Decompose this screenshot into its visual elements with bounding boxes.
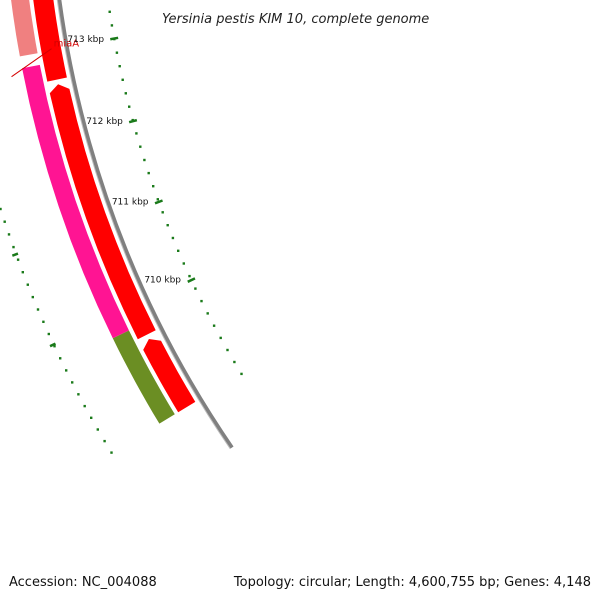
- backbone-inner-line: [56, 0, 231, 449]
- feature-olive: [112, 330, 175, 424]
- ruler-dot: [7, 233, 11, 236]
- ruler-dot: [77, 393, 80, 396]
- genome-summary-text: Topology: circular; Length: 4,600,755 bp…: [233, 575, 591, 590]
- map-title: Yersinia pestis KIM 10, complete genome: [162, 12, 429, 27]
- ruler-dot: [26, 283, 29, 286]
- ruler-dot: [161, 211, 164, 214]
- ruler-dot: [166, 224, 169, 227]
- ruler-dot: [0, 207, 2, 211]
- ruler-dot: [65, 369, 68, 372]
- ruler-dot: [212, 324, 216, 327]
- genome-backbone: [56, 0, 234, 449]
- major-tick: [11, 252, 19, 257]
- ruler-dot: [206, 312, 209, 315]
- ruler-dot: [182, 262, 185, 265]
- ruler-dot: [118, 65, 121, 68]
- scale-ruler: [0, 10, 243, 454]
- major-tick: [128, 118, 138, 124]
- backbone-line: [57, 0, 234, 449]
- ruler-dot: [12, 245, 15, 249]
- feature-tracks: [11, 0, 196, 424]
- major-tick: [187, 277, 196, 283]
- ruler-dot: [233, 360, 236, 364]
- ruler-dot: [31, 295, 34, 299]
- ruler-dot: [115, 51, 119, 54]
- ruler-dot: [152, 185, 155, 188]
- feature-miaA: [11, 0, 38, 57]
- ruler-dot: [47, 332, 50, 336]
- cds-arrow: [143, 339, 196, 413]
- ruler-dot: [219, 336, 222, 340]
- ruler-dot: [103, 439, 106, 443]
- ruler-dot: [156, 198, 159, 201]
- major-tick: [49, 342, 56, 348]
- ruler-dot: [21, 271, 24, 274]
- ruler-dot: [3, 220, 6, 223]
- ruler-dot: [121, 78, 124, 81]
- tick-label: 713 kbp: [67, 35, 104, 45]
- ruler-dot: [90, 416, 93, 419]
- accession-text: Accession: NC_004088: [9, 575, 157, 590]
- ruler-dot: [200, 299, 203, 303]
- gene-label-leaders: [11, 48, 52, 78]
- ruler-dot: [147, 171, 150, 175]
- ruler-dot: [110, 451, 113, 454]
- ruler-dot: [53, 345, 56, 348]
- ruler-dot: [108, 10, 111, 13]
- cds-arrow-hfq: [33, 0, 67, 82]
- ruler-dot: [83, 404, 86, 408]
- feature-magenta: [22, 64, 129, 339]
- gene-leader-line: [11, 48, 52, 78]
- ruler-dot: [240, 372, 243, 376]
- ruler-dot: [226, 348, 229, 352]
- major-tick: [154, 199, 163, 205]
- gene-label-miaa: miaA: [54, 39, 80, 50]
- ruler-dot: [143, 158, 146, 162]
- ruler-dot: [59, 357, 62, 360]
- tick-label: 711 kbp: [112, 198, 149, 208]
- major-tick: [110, 36, 119, 41]
- ruler-dot: [171, 236, 175, 240]
- ruler-dot: [188, 274, 191, 278]
- ruler-dot: [36, 308, 40, 311]
- tick-label: 710 kbp: [144, 275, 181, 285]
- ruler-dot: [135, 132, 138, 135]
- ruler-dot: [110, 24, 114, 27]
- gene-labels: miaAhfqhflXhflKhflCpurAy0636vacB: [54, 39, 80, 50]
- ruler-dot: [16, 258, 20, 261]
- ruler-dot: [96, 428, 99, 431]
- cds-arrow-miaA: [49, 84, 156, 340]
- ruler-dot: [128, 105, 131, 108]
- ruler-dot: [139, 145, 142, 148]
- ruler-dot: [177, 249, 180, 252]
- ruler-dot: [194, 287, 197, 290]
- ruler-dot: [42, 320, 45, 323]
- ruler-dot: [71, 381, 74, 384]
- tick-label: 712 kbp: [86, 117, 123, 127]
- ruler-dot: [124, 92, 127, 95]
